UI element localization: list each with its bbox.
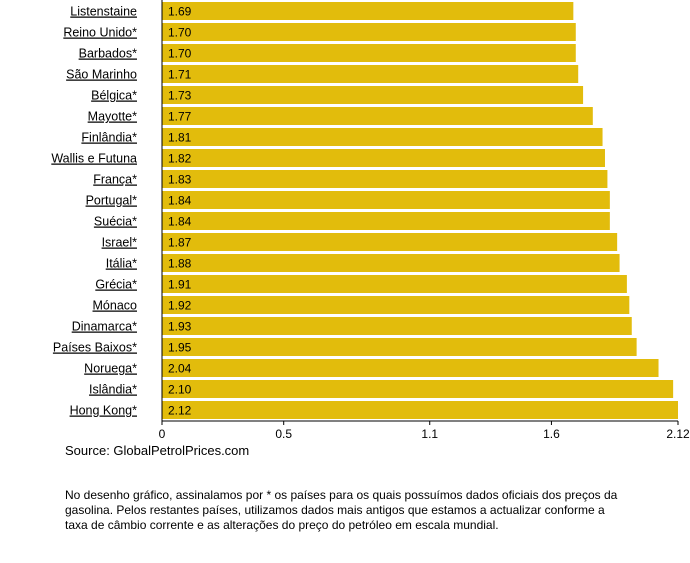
category-label-14[interactable]: Grécia* <box>95 278 137 292</box>
value-label-14: 1.91 <box>168 278 192 292</box>
x-tick-label-3: 1.1 <box>421 427 438 440</box>
x-tick-label-2: 0.5 <box>275 427 292 440</box>
bar-9 <box>162 170 608 188</box>
value-label-11: 1.84 <box>168 215 192 229</box>
bar-chart: Listenstaine 1.69 Reino Unido* 1.70 Barbados… <box>51 0 690 440</box>
value-label-15: 1.92 <box>168 299 192 313</box>
value-label-12: 1.87 <box>168 236 192 250</box>
value-label-1: 1.69 <box>168 5 192 19</box>
category-label-15[interactable]: Mónaco <box>93 299 138 313</box>
value-label-16: 1.93 <box>168 320 192 334</box>
value-label-18: 2.04 <box>168 362 192 376</box>
bar-13 <box>162 254 620 272</box>
bar-7 <box>162 128 603 146</box>
x-tick-label-5: 2.12 <box>666 427 690 440</box>
category-label-5[interactable]: Bélgica* <box>91 89 137 103</box>
chart-footnote: No desenho gráfico, assinalamos por * os… <box>65 488 618 532</box>
value-label-13: 1.88 <box>168 257 192 271</box>
category-label-18[interactable]: Noruega* <box>84 362 137 376</box>
chart-source: Source: GlobalPetrolPrices.com <box>65 443 250 458</box>
value-label-7: 1.81 <box>168 131 192 145</box>
value-label-5: 1.73 <box>168 89 192 103</box>
category-label-4[interactable]: São Marinho <box>66 68 137 82</box>
category-label-11[interactable]: Suécia* <box>94 215 137 229</box>
bar-8 <box>162 149 605 167</box>
x-tick-label-4: 1.6 <box>543 427 560 440</box>
value-label-6: 1.77 <box>168 110 192 124</box>
bar-1 <box>162 2 574 20</box>
bar-20 <box>162 401 678 419</box>
bar-10 <box>162 191 610 209</box>
category-label-7[interactable]: Finlândia* <box>81 131 137 145</box>
bar-5 <box>162 86 584 104</box>
bar-14 <box>162 275 627 293</box>
bar-2 <box>162 23 576 41</box>
bar-12 <box>162 233 618 251</box>
bar-6 <box>162 107 593 125</box>
category-label-3[interactable]: Barbados* <box>79 47 138 61</box>
value-label-8: 1.82 <box>168 152 192 166</box>
bar-17 <box>162 338 637 356</box>
category-label-9[interactable]: França* <box>93 173 137 187</box>
bar-11 <box>162 212 610 230</box>
bar-3 <box>162 44 576 62</box>
bar-18 <box>162 359 659 377</box>
category-label-1[interactable]: Listenstaine <box>70 5 137 19</box>
category-label-19[interactable]: Islândia* <box>89 383 137 397</box>
category-label-20[interactable]: Hong Kong* <box>70 404 138 418</box>
category-label-6[interactable]: Mayotte* <box>88 110 137 124</box>
value-label-3: 1.70 <box>168 47 192 61</box>
value-label-19: 2.10 <box>168 383 192 397</box>
category-label-17[interactable]: Países Baixos* <box>53 341 137 355</box>
bar-15 <box>162 296 630 314</box>
value-label-9: 1.83 <box>168 173 192 187</box>
category-label-12[interactable]: Israel* <box>102 236 138 250</box>
bar-4 <box>162 65 579 83</box>
bar-19 <box>162 380 674 398</box>
category-label-8[interactable]: Wallis e Futuna <box>51 152 137 166</box>
x-tick-label-1: 0 <box>159 427 166 440</box>
bar-16 <box>162 317 632 335</box>
value-label-10: 1.84 <box>168 194 192 208</box>
value-label-17: 1.95 <box>168 341 192 355</box>
value-label-2: 1.70 <box>168 26 192 40</box>
category-label-10[interactable]: Portugal* <box>86 194 138 208</box>
value-label-4: 1.71 <box>168 68 192 82</box>
category-label-2[interactable]: Reino Unido* <box>63 26 137 40</box>
category-label-16[interactable]: Dinamarca* <box>72 320 137 334</box>
category-label-13[interactable]: Itália* <box>106 257 137 271</box>
value-label-20: 2.12 <box>168 404 192 418</box>
